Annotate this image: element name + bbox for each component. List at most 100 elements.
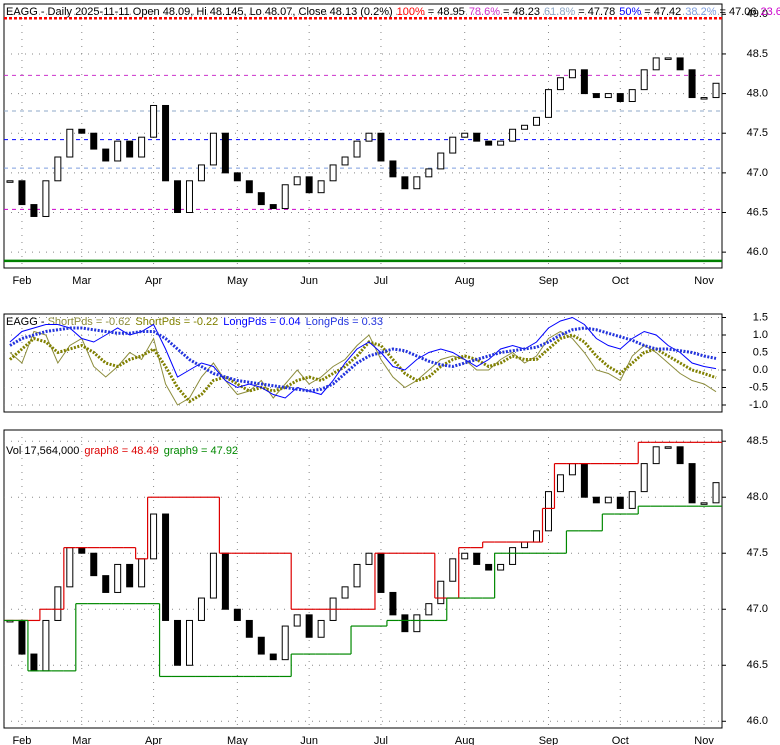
price-bar [628, 491, 636, 509]
x-tick-label: Jul [374, 275, 388, 287]
price-bar [66, 547, 74, 588]
price-bar [604, 496, 612, 504]
price-bar [30, 204, 38, 217]
price-bar [197, 597, 205, 621]
legend-entry: graph8 = 48.49 [84, 445, 158, 457]
price-bar [269, 204, 277, 210]
panel-frame [3, 313, 723, 413]
price-bar [221, 552, 229, 610]
price-bar [150, 104, 158, 138]
fib-name: 23.6% [761, 6, 780, 18]
price-bar [592, 93, 600, 99]
price-bar [209, 132, 217, 166]
price-bar [497, 563, 505, 571]
y-tick-label: 48.5 [747, 435, 768, 447]
x-tick-label: Sep [539, 275, 559, 287]
price-bar [700, 97, 708, 100]
price-bar [126, 140, 134, 158]
price-bar [66, 128, 74, 158]
fib-name: 78.6% [469, 6, 500, 18]
price-bar [485, 140, 493, 146]
x-tick-label: Jul [374, 735, 388, 745]
price-bar [389, 160, 397, 178]
fib-label: = 47.06 [720, 6, 757, 18]
price-bar [544, 491, 552, 532]
price-bar [353, 140, 361, 158]
legend-entry: LongPds = 0.33 [306, 316, 383, 328]
price-bar [114, 563, 122, 593]
y-tick-label: 1.0 [753, 329, 768, 341]
price-bar [712, 482, 720, 504]
price-bar [592, 496, 600, 504]
x-tick-label: Oct [612, 275, 629, 287]
header-title: EAGG - Daily 2025-11-11 Open 48.09, Hi 4… [6, 6, 393, 18]
legend-entry: ShortPds = -0.22 [135, 316, 218, 328]
price-bar [126, 563, 134, 588]
x-tick-label: Nov [694, 735, 714, 745]
price-bar [78, 128, 86, 134]
fib-label: = 47.42 [644, 6, 681, 18]
price-bar [18, 619, 26, 655]
header-subtitle: Vol 17,564,000 [6, 445, 79, 457]
price-bar [652, 446, 660, 465]
price-bar [449, 558, 457, 582]
price-bar [664, 57, 672, 60]
indicator-line [9, 330, 717, 406]
legend-entry: ShortPds = -0.62 [48, 316, 131, 328]
price-bar [688, 69, 696, 99]
x-tick-label: Jun [300, 735, 318, 745]
price-bar [425, 603, 433, 616]
price-bar [640, 69, 648, 91]
x-tick-label: Sep [539, 735, 559, 745]
panel-frame [3, 3, 723, 269]
price-bar [257, 192, 265, 206]
price-bar [568, 69, 576, 79]
x-tick-label: Mar [72, 275, 91, 287]
price-bar [305, 614, 313, 638]
price-bar [544, 89, 552, 118]
price-bar [413, 176, 421, 190]
price-bar [628, 89, 636, 103]
price-bar [54, 586, 62, 621]
price-bar [150, 513, 158, 560]
y-tick-label: 48.5 [747, 48, 768, 60]
y-tick-label: 46.0 [747, 246, 768, 258]
price-bar [233, 608, 241, 621]
x-tick-label: Oct [612, 735, 629, 745]
price-bar [712, 82, 720, 99]
price-bar [473, 552, 481, 565]
price-bar [401, 614, 409, 633]
y-tick-label: 1.5 [753, 311, 768, 323]
price-bar [317, 180, 325, 194]
price-bar [461, 132, 469, 138]
y-tick-label: 48.0 [747, 87, 768, 99]
price-bar [521, 124, 529, 130]
legend-entry: LongPds = 0.04 [223, 316, 300, 328]
legend-entry: graph9 = 47.92 [164, 445, 238, 457]
price-bar [377, 132, 385, 162]
fib-label: = 48.23 [503, 6, 540, 18]
price-bar [377, 552, 385, 593]
price-bar [473, 132, 481, 142]
y-tick-label: 47.5 [747, 547, 768, 559]
price-bar [640, 463, 648, 493]
price-bar [293, 176, 301, 186]
price-bar [162, 104, 170, 182]
price-bar [114, 140, 122, 162]
fib-label: = 47.78 [578, 6, 615, 18]
y-tick-label: 46.5 [747, 659, 768, 671]
price-bar [42, 180, 50, 217]
price-bar [664, 446, 672, 449]
y-tick-label: 0.0 [753, 364, 768, 376]
y-tick-label: -1.0 [749, 399, 768, 411]
y-tick-label: 0.5 [753, 346, 768, 358]
x-tick-label: May [227, 275, 248, 287]
price-bar [305, 176, 313, 194]
price-bar [317, 619, 325, 638]
price-bar [78, 547, 86, 554]
x-tick-label: Mar [72, 735, 91, 745]
price-bar [389, 591, 397, 616]
price-bar [461, 552, 469, 560]
price-bar [509, 547, 517, 565]
fib-name: 100% [397, 6, 425, 18]
